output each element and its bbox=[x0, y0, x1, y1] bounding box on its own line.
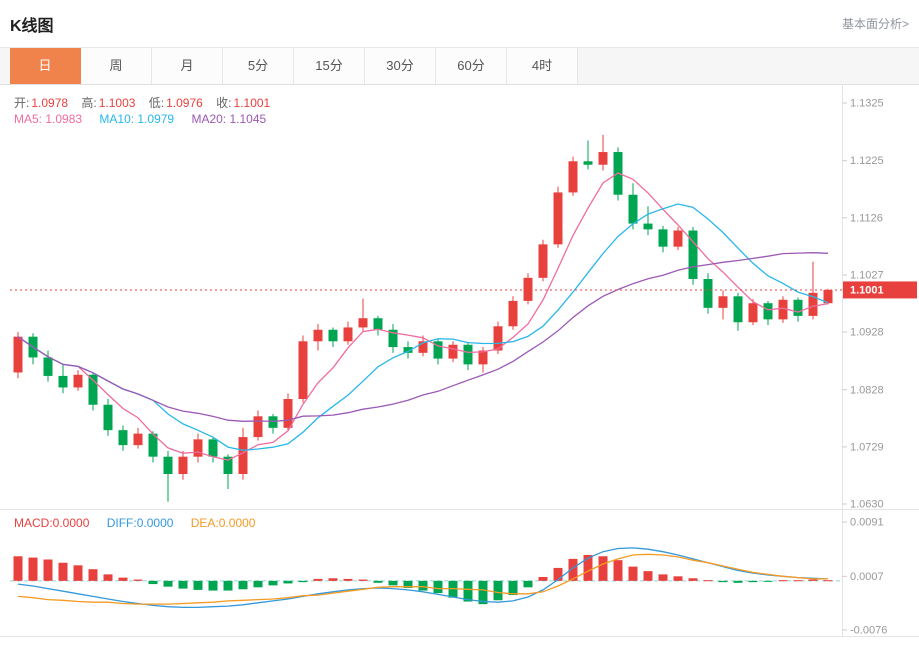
tab-4hour[interactable]: 4时 bbox=[507, 48, 578, 84]
tab-month[interactable]: 月 bbox=[152, 48, 223, 84]
diff-line bbox=[17, 547, 829, 609]
candles bbox=[13, 134, 833, 502]
macd-axis-labels: 0.0091 0.0007 -0.0076 bbox=[842, 517, 887, 637]
svg-text:1.1225: 1.1225 bbox=[850, 155, 884, 167]
svg-text:1.1126: 1.1126 bbox=[850, 212, 883, 224]
page-title: K线图 bbox=[10, 17, 54, 35]
svg-text:1.0828: 1.0828 bbox=[850, 384, 884, 396]
fundamental-analysis-link[interactable]: 基本面分析> bbox=[841, 17, 909, 31]
dea-line bbox=[17, 553, 828, 605]
tab-60min[interactable]: 60分 bbox=[436, 48, 507, 84]
svg-text:1.0928: 1.0928 bbox=[850, 327, 884, 339]
svg-text:0.0007: 0.0007 bbox=[850, 571, 884, 583]
ma20-line bbox=[17, 252, 829, 423]
ma10-line bbox=[17, 203, 829, 451]
kline-chart-canvas[interactable]: 1.1325 1.1225 1.1126 1.1027 1.0928 1.0828 1.07… bbox=[0, 85, 919, 645]
svg-text:1.0630: 1.0630 bbox=[850, 499, 884, 511]
tab-30min[interactable]: 30分 bbox=[365, 48, 436, 84]
current-price-badge bbox=[843, 281, 917, 299]
ma5-line bbox=[17, 172, 829, 461]
svg-text:1.1325: 1.1325 bbox=[850, 98, 884, 110]
svg-text:-0.0076: -0.0076 bbox=[850, 625, 887, 637]
svg-text:1.0729: 1.0729 bbox=[850, 441, 884, 453]
current-price-text: 1.1001 bbox=[850, 284, 884, 296]
chart-area: 1.1325 1.1225 1.1126 1.1027 1.0928 1.0828 1.07… bbox=[0, 85, 919, 645]
tab-week[interactable]: 周 bbox=[81, 48, 152, 84]
svg-text:0.0091: 0.0091 bbox=[850, 517, 884, 529]
svg-text:1.1027: 1.1027 bbox=[850, 269, 884, 281]
timeframe-tabbar: 日 周 月 5分 15分 30分 60分 4时 bbox=[0, 47, 919, 85]
price-axis-labels: 1.1325 1.1225 1.1126 1.1027 1.0928 1.0828 1.07… bbox=[842, 98, 884, 511]
macd-histogram bbox=[13, 554, 833, 605]
header: K线图 基本面分析> bbox=[0, 0, 919, 47]
tab-15min[interactable]: 15分 bbox=[294, 48, 365, 84]
tab-day[interactable]: 日 bbox=[10, 48, 81, 84]
tab-5min[interactable]: 5分 bbox=[223, 48, 294, 84]
